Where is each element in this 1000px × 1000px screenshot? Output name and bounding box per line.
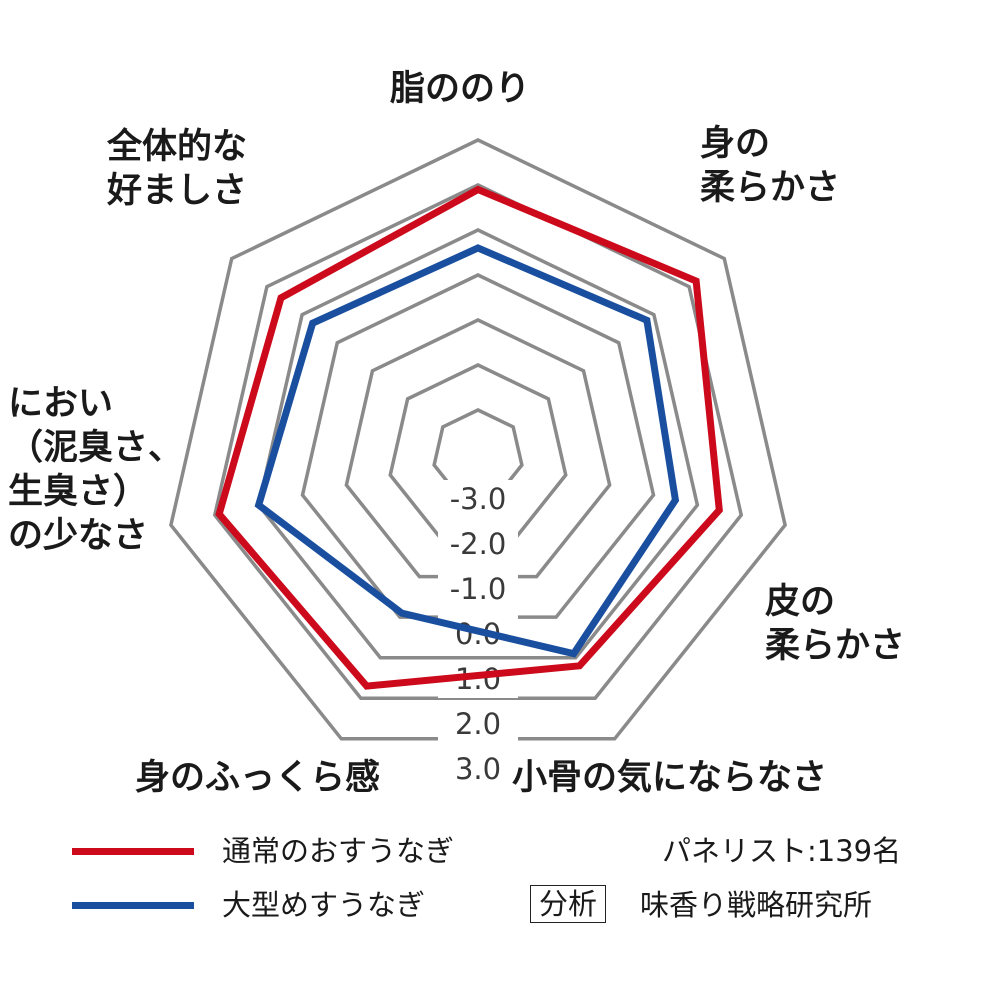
scale-label-bg xyxy=(438,525,518,563)
axis-label-skin-softness: 皮の 柔らかさ xyxy=(765,582,906,666)
scale-label: 3.0 xyxy=(455,752,501,786)
series-line-regular xyxy=(215,185,723,690)
panelist-count: パネリスト:139名 xyxy=(662,834,902,868)
radar-scale-labels: -3.0-2.0-1.00.01.02.03.0 xyxy=(438,480,518,788)
axis-label-overall-preference: 全体的な 好ましさ xyxy=(107,127,248,211)
scale-label-bg xyxy=(438,750,518,788)
scale-label: -2.0 xyxy=(450,527,507,561)
scale-label: -1.0 xyxy=(450,572,507,606)
analysis-organization: 味香り戦略研究所 xyxy=(640,888,873,922)
series-line-large-female xyxy=(254,244,680,658)
axis-label-odor: におい （泥臭さ、 生臭さ） の少なさ xyxy=(8,384,184,556)
axis-label-fat: 脂ののり xyxy=(390,69,531,109)
grid-ring xyxy=(256,228,700,660)
scale-label-bg xyxy=(438,480,518,518)
scale-label-bg xyxy=(438,705,518,743)
radar-series xyxy=(215,185,723,690)
scale-label-bg xyxy=(438,570,518,608)
scale-label: -3.0 xyxy=(450,482,507,516)
legend-label-regular: 通常のおすうなぎ xyxy=(222,834,455,868)
axis-label-small-bones: 小骨の気にならなさ xyxy=(512,758,828,798)
scale-label: 2.0 xyxy=(455,707,501,741)
legend-label-large-female: 大型めすうなぎ xyxy=(222,888,426,922)
axis-label-flesh-softness: 身の 柔らかさ xyxy=(700,124,841,208)
legend-swatch-regular xyxy=(72,848,194,855)
axis-label-plumpness: 身のふっくら感 xyxy=(135,758,381,798)
analysis-badge: 分析 xyxy=(530,885,607,923)
legend-swatch-large-female xyxy=(72,902,194,909)
